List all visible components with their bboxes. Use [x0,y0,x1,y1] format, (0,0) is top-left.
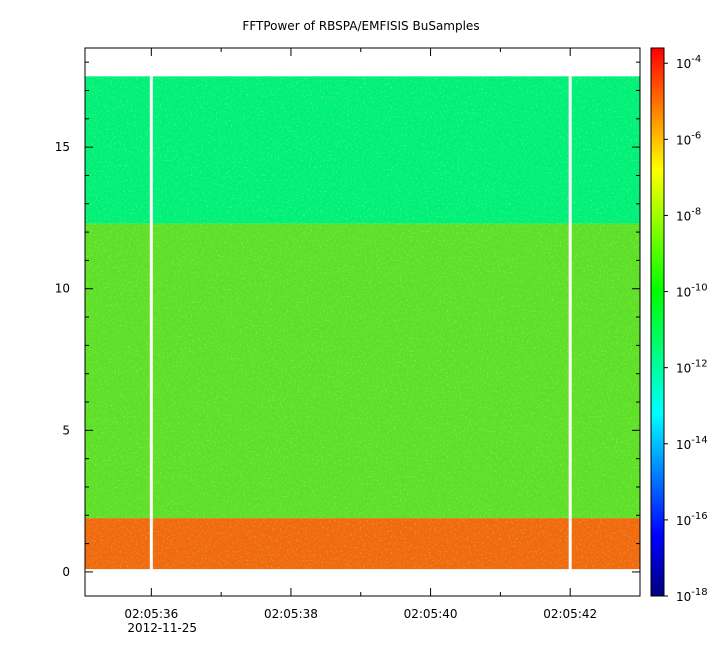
colorbar-tick-label: 10-12 [676,359,708,376]
colorbar-tick-label: 10-18 [676,587,708,604]
y-tick-label: 0 [62,565,70,579]
chart-title: FFTPower of RBSPA/EMFISIS BuSamples [242,19,479,33]
plot-frame [84,47,641,597]
x-tick-label: 02:05:36 [124,607,178,621]
data-gap-0 [149,76,153,570]
y-axis: 0 5 10 15 [55,61,640,579]
colorbar-gradient [650,47,665,597]
y-tick-label: 10 [55,282,70,296]
x-tick-label: 02:05:38 [264,607,318,621]
colorbar-ticks: 10-4 10-6 10-8 10-10 10-12 10-14 10-16 10-18 [664,54,708,604]
x-tick-label: 02:05:42 [543,607,597,621]
y-tick-label: 5 [62,423,70,437]
colorbar-tick-label: 10-8 [676,206,701,223]
data-gaps [149,76,572,570]
colorbar: 10-4 10-6 10-8 10-10 10-12 10-14 10-16 10-18 [650,47,708,604]
y-tick-label: 15 [55,140,70,154]
colorbar-tick-label: 10-16 [676,511,708,528]
data-gap-1 [568,76,572,570]
colorbar-tick-label: 10-4 [676,54,701,71]
colorbar-tick-label: 10-6 [676,130,701,147]
plot-area [85,76,640,570]
spectrogram-noise-texture [85,76,640,570]
x-tick-label: 02:05:40 [404,607,458,621]
x-tick-date-label: 2012-11-25 [127,621,197,635]
colorbar-tick-label: 10-14 [676,435,708,452]
colorbar-tick-label: 10-10 [676,283,708,300]
